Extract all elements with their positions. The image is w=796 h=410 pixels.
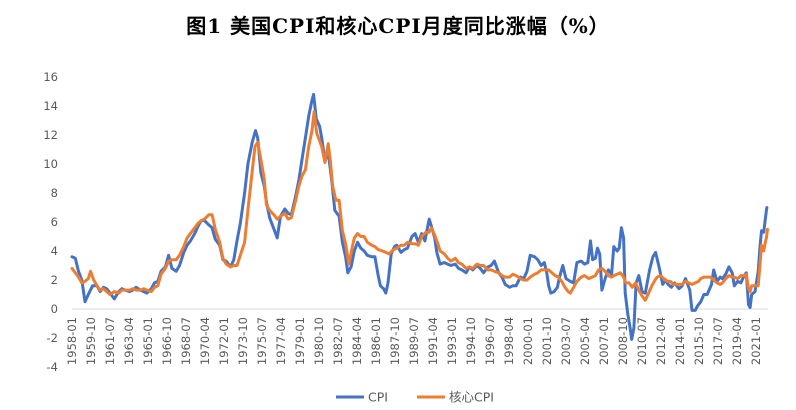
y-tick-label: 14 [43,99,58,113]
y-tick-label: 2 [51,273,58,287]
y-tick-label: 16 [43,70,58,84]
x-tick-label: 2014-01 [673,317,687,365]
y-tick-label: 8 [51,186,58,200]
x-tick-label: 1993-01 [445,317,459,365]
x-tick-label: 2021-01 [749,317,763,365]
x-tick-label: 1987-10 [388,317,402,365]
x-tick-label: 2008-10 [616,317,630,365]
x-tick-label: 2017-07 [711,317,725,365]
x-tick-label: 2000-01 [521,317,535,365]
x-tick-label: 1958-01 [65,317,79,365]
x-axis-labels: 1958-01 1959-10 1961-07 1963-04 1965-01 1966-… [65,317,763,365]
x-tick-label: 1984-04 [350,317,364,365]
x-tick-label: 1980-10 [312,317,326,365]
x-tick-label: 2007-01 [597,317,611,365]
x-tick-label: 1965-01 [141,317,155,365]
x-tick-label: 1977-04 [274,317,288,365]
legend-label: CPI [368,390,388,405]
x-tick-label: 1979-01 [293,317,307,365]
x-tick-label: 1989-07 [407,317,421,365]
x-tick-label: 1996-07 [483,317,497,365]
legend-label: 核心CPI [449,390,494,405]
y-tick-label: -2 [47,331,58,345]
series-line-cpi [70,92,769,341]
y-tick-label: 10 [43,157,58,171]
x-tick-label: 1963-04 [122,317,136,365]
x-tick-label: 1970-04 [198,317,212,365]
y-tick-label: 4 [51,244,58,258]
x-tick-label: 1998-04 [502,317,516,365]
x-tick-label: 1972-01 [217,317,231,365]
x-tick-label: 1961-07 [103,317,117,365]
x-tick-label: 1982-07 [331,317,345,365]
x-tick-label: 2015-10 [692,317,706,365]
chart-title: 图1 美国CPI和核心CPI月度同比涨幅（%） [186,14,610,38]
x-tick-label: 2019-04 [730,317,744,365]
x-tick-label: 1968-07 [179,317,193,365]
x-tick-label: 2005-04 [578,317,592,365]
y-tick-label: 12 [43,128,58,142]
legend: CPI 核心CPI [336,390,494,405]
x-tick-label: 1994-10 [464,317,478,365]
x-tick-label: 1991-04 [426,317,440,365]
x-tick-label: 1975-07 [255,317,269,365]
y-axis-labels: -4 -2 0 2 4 6 8 10 12 14 16 [43,70,58,374]
x-tick-label: 2001-10 [540,317,554,365]
x-tick-label: 1959-10 [84,317,98,365]
x-tick-label: 2003-07 [559,317,573,365]
series-line-core-cpi [70,110,769,302]
y-tick-label: -4 [47,360,58,374]
y-tick-label: 6 [51,215,58,229]
x-tick-label: 2010-07 [635,317,649,365]
x-tick-label: 1966-10 [160,317,174,365]
series-lines [70,92,769,341]
y-tick-label: 0 [51,302,58,316]
x-tick-label: 1973-10 [236,317,250,365]
x-tick-label: 2012-04 [654,317,668,365]
x-tick-label: 1986-01 [369,317,383,365]
